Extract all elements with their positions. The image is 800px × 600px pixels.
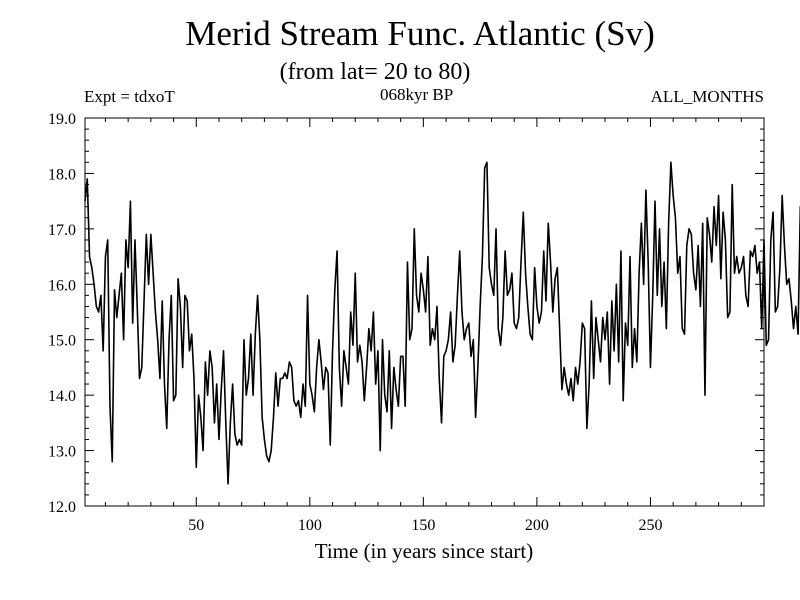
y-tick-label: 16.0 — [48, 277, 76, 294]
plot-frame — [84, 117, 765, 507]
x-tick-label: 250 — [638, 517, 662, 534]
axis-ticks: 12.0 13.0 14.0 15.0 16.0 17.0 18.0 19.0 50 100 150… — [48, 111, 765, 534]
chart-title: Merid Stream Func. Atlantic (Sv) — [185, 14, 655, 53]
x-axis-label: Time (in years since start) — [315, 539, 534, 563]
series-line-0 — [84, 161, 800, 485]
period-label: 068kyr BP — [380, 85, 454, 104]
experiment-label: Expt = tdxoT — [84, 87, 175, 106]
y-tick-label: 18.0 — [48, 166, 76, 183]
y-tick-label: 19.0 — [48, 111, 76, 128]
x-tick-label: 50 — [188, 517, 204, 534]
x-tick-label: 200 — [525, 517, 549, 534]
chart-subtitle: (from lat= 20 to 80) — [279, 59, 471, 85]
x-tick-label: 100 — [298, 517, 322, 534]
y-tick-label: 17.0 — [48, 222, 76, 239]
y-tick-label: 13.0 — [48, 444, 76, 461]
x-tick-label: 150 — [411, 517, 435, 534]
series-lines — [84, 161, 800, 485]
y-tick-label: 12.0 — [48, 499, 76, 516]
y-tick-label: 15.0 — [48, 333, 76, 350]
y-tick-label: 14.0 — [48, 388, 76, 405]
months-label: ALL_MONTHS — [650, 87, 764, 106]
